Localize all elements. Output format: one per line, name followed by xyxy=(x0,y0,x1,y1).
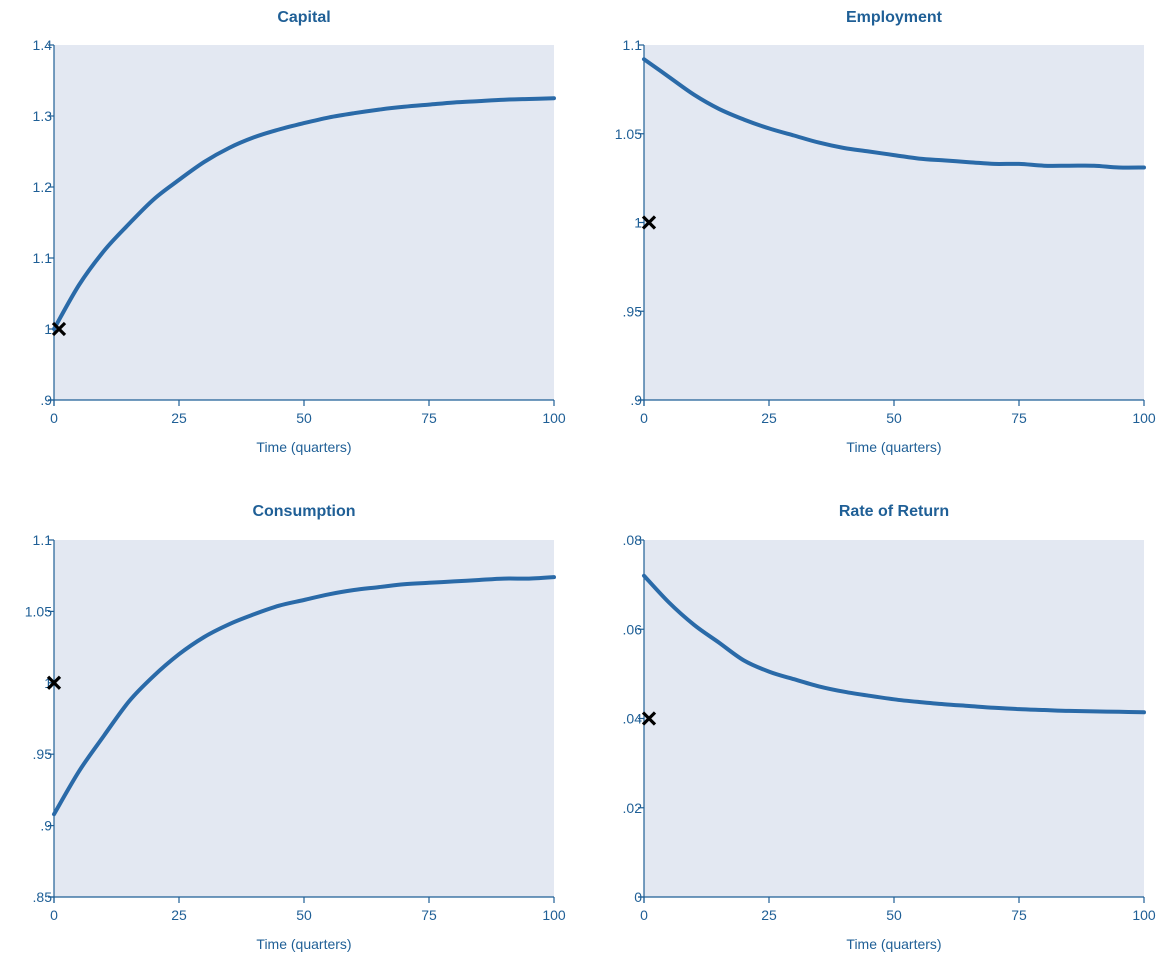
x-tick-label: 75 xyxy=(421,907,437,923)
x-tick-label: 75 xyxy=(1011,907,1027,923)
x-tick-label: 50 xyxy=(296,410,312,426)
x-tick-label: 100 xyxy=(542,410,566,426)
x-tick-label: 100 xyxy=(1132,907,1156,923)
y-tick-label: .04 xyxy=(623,711,643,727)
y-tick-label: 1.1 xyxy=(623,37,643,53)
y-tick-label: .08 xyxy=(623,532,643,548)
x-tick-label: 75 xyxy=(421,410,437,426)
chart-title: Consumption xyxy=(252,503,355,520)
y-tick-label: 1 xyxy=(634,215,642,231)
chart-panel-4: Rate of Return 0 .02 .04 .06 .08 0 25 50 75 100 Tim… xyxy=(623,503,1156,952)
x-axis-label: Time (quarters) xyxy=(846,439,941,455)
x-tick-label: 50 xyxy=(296,907,312,923)
series-line-1 xyxy=(642,57,1146,170)
x-tick-label: 25 xyxy=(761,907,777,923)
x-tick-label: 25 xyxy=(761,410,777,426)
plot-area xyxy=(54,45,554,400)
steady-state-marker xyxy=(641,215,657,230)
series-line-1 xyxy=(52,96,556,331)
y-tick-label: .9 xyxy=(630,392,642,408)
y-tick-label: 1.1 xyxy=(33,532,53,548)
series-line-1 xyxy=(642,573,1146,715)
x-tick-label: 50 xyxy=(886,907,902,923)
y-tick-label: 0 xyxy=(634,889,642,905)
marker-stroke xyxy=(46,675,62,690)
y-tick-label: .95 xyxy=(33,746,53,762)
y-tick-label: .02 xyxy=(623,800,643,816)
chart-panel-1: Capital .9 1 1.1 1.2 1.3 1.4 0 25 50 75 100 Time (qu… xyxy=(33,9,566,455)
plot-area xyxy=(644,540,1144,897)
series-line-1 xyxy=(52,575,556,817)
x-tick-label: 50 xyxy=(886,410,902,426)
y-tick-label: 1.1 xyxy=(33,250,53,266)
x-tick-label: 100 xyxy=(1132,410,1156,426)
steady-state-marker xyxy=(641,711,657,726)
chart-title: Capital xyxy=(277,9,330,26)
y-tick-label: .85 xyxy=(33,889,53,905)
chart-title: Employment xyxy=(846,9,943,26)
y-tick-label: .9 xyxy=(40,392,52,408)
marker-stroke xyxy=(641,711,657,726)
y-tick-label: .95 xyxy=(623,303,643,319)
x-tick-label: 25 xyxy=(171,410,187,426)
y-tick-label: .06 xyxy=(623,621,643,637)
steady-state-marker xyxy=(51,321,67,337)
x-tick-label: 100 xyxy=(542,907,566,923)
marker-stroke xyxy=(641,215,657,230)
y-tick-label: 1 xyxy=(44,321,52,337)
chart-title: Rate of Return xyxy=(839,503,949,520)
plot-area xyxy=(54,540,554,897)
x-tick-label: 25 xyxy=(171,907,187,923)
y-tick-label: 1.3 xyxy=(33,108,53,124)
x-tick-label: 0 xyxy=(640,907,648,923)
y-tick-label: 1 xyxy=(44,675,52,691)
y-tick-label: 1.05 xyxy=(615,126,642,142)
plot-area xyxy=(644,45,1144,400)
y-tick-label: 1.4 xyxy=(33,37,53,53)
x-tick-label: 0 xyxy=(50,410,58,426)
marker-stroke xyxy=(51,321,67,337)
steady-state-marker xyxy=(46,675,62,690)
x-tick-label: 75 xyxy=(1011,410,1027,426)
x-axis-label: Time (quarters) xyxy=(846,936,941,952)
x-axis-label: Time (quarters) xyxy=(256,936,351,952)
y-tick-label: 1.2 xyxy=(33,179,53,195)
x-tick-label: 0 xyxy=(640,410,648,426)
chart-panel-2: Employment .9 .95 1 1.05 1.1 0 25 50 75 100 Time (q… xyxy=(615,9,1156,455)
x-axis-label: Time (quarters) xyxy=(256,439,351,455)
y-tick-label: .9 xyxy=(40,818,52,834)
chart-panel-3: Consumption .85 .9 .95 1 1.05 1.1 0 25 50 75 100 Tim… xyxy=(25,503,566,952)
x-tick-label: 0 xyxy=(50,907,58,923)
y-tick-label: 1.05 xyxy=(25,603,52,619)
